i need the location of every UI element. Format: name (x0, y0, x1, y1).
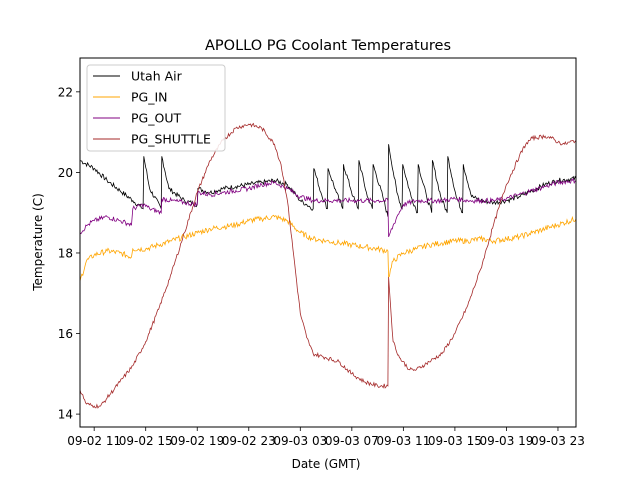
y-axis-label: Temperature (C) (31, 193, 45, 292)
x-axis-label: Date (GMT) (292, 457, 361, 471)
plot-frame (79, 57, 577, 428)
x-tick-label: 09-03 15 (428, 434, 482, 448)
y-tick-label: 14 (58, 408, 73, 422)
x-tick-label: 09-03 03 (273, 434, 327, 448)
x-tick-label: 09-03 07 (325, 434, 379, 448)
legend-label: PG_IN (131, 90, 168, 105)
y-tick-label: 22 (58, 85, 73, 99)
x-tick-label: 09-02 23 (222, 434, 276, 448)
legend-label: PG_SHUTTLE (131, 132, 211, 147)
x-tick-label: 09-03 23 (531, 434, 585, 448)
x-tick-label: 09-02 15 (119, 434, 173, 448)
series-line-pg-in (80, 214, 576, 282)
legend-box (86, 64, 226, 152)
x-tick-label: 09-03 19 (479, 434, 533, 448)
y-axis-ticks: 14 16 18 20 22 (58, 85, 80, 422)
legend-label: PG_OUT (131, 111, 181, 126)
x-tick-label: 09-02 19 (170, 434, 224, 448)
x-tick-label: 09-02 11 (67, 434, 121, 448)
chart-title: APOLLO PG Coolant Temperatures (205, 38, 451, 54)
legend-label: Utah Air (131, 69, 183, 84)
y-tick-label: 16 (58, 327, 73, 341)
series-line-utah-air (80, 144, 576, 217)
plot-lines (80, 122, 576, 409)
legend: Utah Air PG_IN PG_OUT PG_SHUTTLE (86, 64, 226, 152)
x-tick-label: 09-03 11 (376, 434, 430, 448)
series-line-pg-out (80, 177, 576, 238)
y-tick-label: 18 (58, 246, 73, 260)
series-line-pg-shuttle (80, 122, 576, 409)
y-tick-label: 20 (58, 166, 73, 180)
